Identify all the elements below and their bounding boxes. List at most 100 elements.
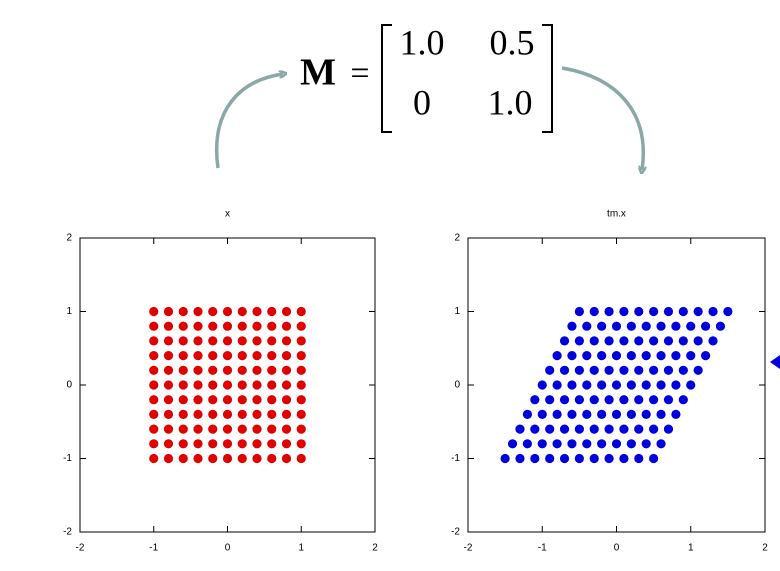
point xyxy=(296,351,306,361)
point xyxy=(671,409,681,419)
point xyxy=(193,453,203,464)
point xyxy=(296,321,306,331)
x-tick-label: -1 xyxy=(149,543,158,554)
equals-sign: = xyxy=(350,55,369,92)
point xyxy=(552,380,562,390)
point xyxy=(626,409,636,419)
point xyxy=(267,306,277,317)
point xyxy=(267,439,277,449)
point xyxy=(559,424,570,434)
point xyxy=(237,336,247,346)
point xyxy=(163,365,174,375)
chart-title: tm.x xyxy=(607,209,626,220)
point xyxy=(237,409,247,419)
point xyxy=(515,424,525,434)
point xyxy=(281,365,292,375)
matrix-symbol: M xyxy=(300,52,336,94)
point xyxy=(663,365,674,375)
point xyxy=(163,424,174,434)
point xyxy=(237,365,247,375)
point xyxy=(222,365,233,375)
point xyxy=(267,336,277,346)
point xyxy=(634,424,644,434)
point xyxy=(537,409,547,419)
point xyxy=(589,424,599,434)
point xyxy=(574,395,584,405)
matrix-entry: 1.0 xyxy=(488,82,533,122)
point xyxy=(641,351,651,361)
point xyxy=(237,380,247,390)
point xyxy=(149,424,159,434)
point xyxy=(267,321,277,331)
point xyxy=(641,409,651,419)
x-tick-label: 1 xyxy=(298,543,304,554)
x-tick-label: 2 xyxy=(762,543,768,554)
point xyxy=(281,424,292,434)
point xyxy=(208,439,218,449)
point xyxy=(208,453,218,464)
point xyxy=(537,439,547,449)
point xyxy=(552,439,562,449)
point xyxy=(237,351,247,361)
point xyxy=(649,306,659,317)
point xyxy=(634,453,644,464)
point xyxy=(619,306,629,317)
point xyxy=(178,336,188,346)
point xyxy=(237,395,247,405)
point xyxy=(649,453,659,464)
point xyxy=(678,365,688,375)
point xyxy=(267,395,277,405)
point xyxy=(163,351,174,361)
point xyxy=(715,321,726,331)
point xyxy=(589,453,599,464)
point xyxy=(178,306,188,317)
point xyxy=(582,351,592,361)
point xyxy=(208,306,218,317)
chart-title: x xyxy=(225,209,230,220)
point xyxy=(626,439,636,449)
point xyxy=(149,306,159,317)
point xyxy=(597,321,607,331)
point xyxy=(149,321,159,331)
point xyxy=(208,380,218,390)
point xyxy=(237,439,247,449)
point xyxy=(193,351,203,361)
point xyxy=(530,453,540,464)
point xyxy=(559,453,570,464)
y-tick-label: -1 xyxy=(63,453,72,464)
point xyxy=(222,306,233,317)
point xyxy=(281,439,292,449)
point xyxy=(611,439,622,449)
point xyxy=(193,365,203,375)
point xyxy=(559,365,570,375)
y-tick-label: 1 xyxy=(66,306,72,317)
point xyxy=(281,321,292,331)
point xyxy=(522,409,533,419)
point xyxy=(163,306,174,317)
point xyxy=(604,365,614,375)
point xyxy=(178,409,188,419)
point xyxy=(545,424,555,434)
point xyxy=(208,351,218,361)
point xyxy=(545,453,555,464)
point xyxy=(193,321,203,331)
point xyxy=(663,336,674,346)
y-tick-label: 2 xyxy=(66,233,72,244)
point xyxy=(582,380,592,390)
point xyxy=(267,365,277,375)
point xyxy=(149,453,159,464)
point xyxy=(222,453,233,464)
point xyxy=(589,306,599,317)
point xyxy=(604,395,614,405)
point xyxy=(567,321,577,331)
point xyxy=(267,424,277,434)
point xyxy=(537,380,547,390)
point xyxy=(708,336,718,346)
point xyxy=(552,351,562,361)
point xyxy=(634,395,644,405)
y-tick-label: -2 xyxy=(63,527,72,538)
point xyxy=(693,306,703,317)
point xyxy=(178,453,188,464)
point xyxy=(281,380,292,390)
point xyxy=(708,306,718,317)
